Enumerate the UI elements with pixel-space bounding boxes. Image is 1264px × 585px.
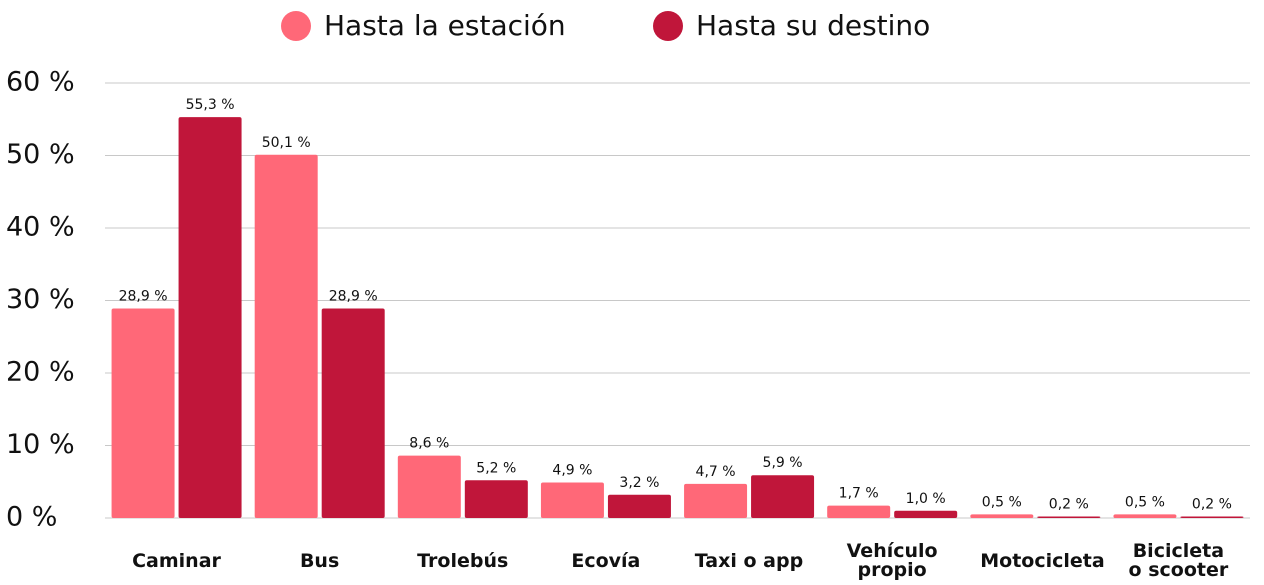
x-tick-label: Motocicleta [980, 549, 1105, 572]
value-label: 0,5 % [982, 494, 1022, 510]
bar [464, 480, 528, 518]
x-tick-label-box: Trolebús [391, 538, 534, 584]
x-tick-label: Trolebús [417, 549, 509, 572]
y-tick-label: 50 % [6, 139, 75, 170]
bar [751, 475, 815, 518]
value-label: 1,0 % [906, 491, 946, 507]
legend-label: Hasta su destino [696, 9, 930, 42]
value-label: 4,7 % [696, 464, 736, 480]
value-label: 3,2 % [619, 475, 659, 491]
x-tick-label: Bus [299, 549, 340, 572]
bar [111, 308, 175, 518]
bar [1037, 516, 1101, 518]
bar [827, 505, 891, 518]
bar [1113, 514, 1177, 518]
value-label: 5,2 % [476, 460, 516, 476]
y-tick-label: 60 % [6, 67, 75, 98]
legend-swatch [281, 11, 311, 41]
x-tick-label-box: Vehículo propio [821, 538, 964, 584]
x-tick-label: Vehículo propio [846, 540, 938, 581]
legend-swatch [653, 11, 683, 41]
value-label: 0,5 % [1125, 494, 1165, 510]
bar [970, 514, 1034, 518]
y-tick-label: 40 % [6, 212, 75, 243]
bar [178, 117, 242, 518]
x-tick-label: Caminar [132, 549, 221, 572]
bar [1180, 516, 1244, 518]
value-label: 50,1 % [262, 135, 311, 151]
x-tick-label: Bicicleta o scooter [1128, 540, 1229, 581]
value-label: 5,9 % [763, 455, 803, 471]
bar [540, 482, 604, 518]
bar [607, 494, 671, 518]
bar [254, 154, 318, 518]
value-label: 0,2 % [1049, 497, 1089, 513]
value-label: 55,3 % [186, 97, 235, 113]
x-tick-label-box: Caminar [105, 538, 248, 584]
value-label: 1,7 % [839, 486, 879, 502]
y-tick-label: 10 % [6, 429, 75, 460]
value-label: 28,9 % [329, 288, 378, 304]
y-tick-label: 30 % [6, 284, 75, 315]
x-tick-label-box: Taxi o app [678, 538, 821, 584]
x-tick-label-box: Motocicleta [964, 538, 1107, 584]
value-label: 0,2 % [1192, 497, 1232, 513]
value-label: 28,9 % [119, 288, 168, 304]
bar [684, 483, 748, 518]
x-tick-label-box: Bicicleta o scooter [1107, 538, 1250, 584]
bar [321, 308, 385, 518]
value-label: 8,6 % [409, 436, 449, 452]
x-tick-label: Taxi o app [694, 549, 804, 572]
value-label: 4,9 % [552, 462, 592, 478]
x-tick-label-box: Ecovía [534, 538, 677, 584]
y-tick-label: 20 % [6, 357, 75, 388]
x-tick-label: Ecovía [571, 549, 641, 572]
bar [894, 510, 958, 518]
y-tick-label: 0 % [6, 502, 57, 533]
bar [397, 455, 461, 518]
x-tick-label-box: Bus [248, 538, 391, 584]
legend-label: Hasta la estación [324, 9, 566, 42]
